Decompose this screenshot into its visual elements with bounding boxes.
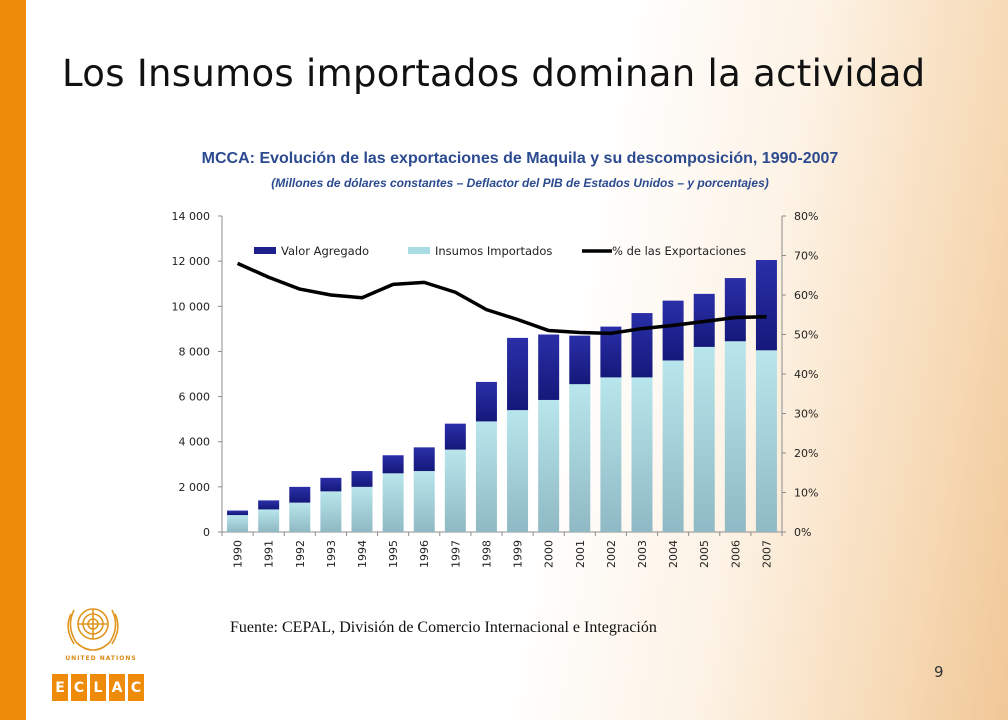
bar-insumos-importados [600, 377, 622, 532]
y-right-tick-label: 50% [794, 329, 818, 342]
y-left-tick-label: 6 000 [179, 391, 211, 404]
y-right-tick-label: 40% [794, 368, 818, 381]
x-tick-label: 2005 [698, 540, 711, 568]
y-left-tick-label: 10 000 [172, 300, 211, 313]
bar-insumos-importados [351, 486, 373, 532]
source-note: Fuente: CEPAL, División de Comercio Inte… [230, 619, 657, 636]
bar-valor-agregado [724, 278, 746, 342]
bar-valor-agregado [382, 455, 404, 474]
y-left-tick-label: 4 000 [179, 436, 211, 449]
y-right-tick-label: 30% [794, 408, 818, 421]
bar-insumos-importados [320, 491, 342, 532]
x-tick-label: 2006 [729, 540, 742, 568]
bar-insumos-importados [755, 350, 777, 532]
bar-valor-agregado [662, 300, 684, 361]
bar-insumos-importados [444, 449, 466, 532]
page-number: 9 [934, 663, 944, 681]
x-tick-label: 2001 [574, 540, 587, 568]
x-tick-label: 1991 [263, 540, 276, 568]
bar-valor-agregado [475, 381, 497, 422]
eclac-letter: C [71, 674, 87, 701]
x-tick-label: 1998 [480, 540, 493, 568]
y-left-tick-label: 0 [203, 526, 210, 539]
bar-insumos-importados [382, 473, 404, 532]
y-right-tick-label: 80% [794, 210, 818, 223]
eclac-letter: E [52, 674, 68, 701]
x-tick-label: 1993 [325, 540, 338, 568]
united-nations-label: UNITED NATIONS [65, 655, 137, 662]
bar-insumos-importados [569, 384, 591, 532]
y-left-tick-label: 12 000 [172, 255, 211, 268]
y-right-tick-label: 60% [794, 289, 818, 302]
x-tick-label: 2002 [605, 540, 618, 568]
bar-insumos-importados [475, 421, 497, 532]
eclac-logo: E C L A C [52, 674, 144, 701]
bar-valor-agregado [755, 260, 777, 351]
y-right-tick-label: 10% [794, 487, 818, 500]
x-tick-label: 1999 [512, 540, 525, 568]
legend-insumos-importados-swatch [408, 247, 430, 254]
bar-valor-agregado [631, 313, 653, 378]
x-tick-label: 2003 [636, 540, 649, 568]
left-accent-bar [0, 0, 26, 720]
eclac-letter: A [109, 674, 125, 701]
bar-valor-agregado [413, 447, 435, 472]
x-tick-label: 1990 [232, 540, 245, 568]
legend-valor-agregado-swatch [254, 247, 276, 254]
x-tick-label: 2004 [667, 540, 680, 568]
x-tick-label: 2007 [760, 540, 773, 568]
bar-valor-agregado [351, 471, 373, 487]
bar-valor-agregado [320, 477, 342, 492]
bar-insumos-importados [662, 360, 684, 532]
bar-insumos-importados [631, 377, 653, 532]
eclac-letter: L [90, 674, 106, 701]
bar-insumos-importados [289, 502, 311, 532]
x-tick-label: 1994 [356, 540, 369, 568]
x-tick-label: 1995 [387, 540, 400, 568]
x-tick-label: 1996 [418, 540, 431, 568]
bar-insumos-importados [258, 509, 280, 532]
bar-insumos-importados [724, 341, 746, 532]
united-nations-emblem-icon [67, 608, 119, 651]
bar-valor-agregado [569, 335, 591, 385]
bar-insumos-importados [693, 346, 715, 532]
eclac-letter: C [128, 674, 144, 701]
bar-insumos-importados [507, 410, 529, 532]
bar-valor-agregado [538, 334, 560, 400]
bar-valor-agregado [444, 423, 466, 450]
y-right-tick-label: 20% [794, 447, 818, 460]
slide-title: Los Insumos importados dominan la activi… [62, 52, 926, 95]
bar-insumos-importados [538, 399, 560, 532]
series-line-porcentaje-exportaciones [236, 261, 767, 336]
legend-valor-agregado-label: Valor Agregado [281, 244, 369, 258]
bar-valor-agregado [258, 500, 280, 510]
y-right-tick-label: 70% [794, 250, 818, 263]
chart-title: MCCA: Evolución de las exportaciones de … [201, 150, 839, 167]
x-tick-label: 2000 [543, 540, 556, 568]
y-left-tick-label: 8 000 [179, 345, 211, 358]
bar-insumos-importados [413, 471, 435, 532]
bar-valor-agregado [227, 510, 249, 516]
bar-valor-agregado [507, 337, 529, 411]
legend-insumos-importados-label: Insumos Importados [435, 244, 552, 258]
y-left-tick-label: 2 000 [179, 481, 211, 494]
y-left-tick-label: 14 000 [172, 210, 211, 223]
bar-valor-agregado [289, 486, 311, 503]
bar-valor-agregado [600, 326, 622, 378]
bar-insumos-importados [227, 515, 249, 532]
chart-subtitle: (Millones de dólares constantes – Deflac… [271, 176, 769, 190]
x-tick-label: 1997 [449, 540, 462, 568]
legend-porcentaje-exportaciones-label: % de las Exportaciones [612, 244, 746, 258]
x-tick-label: 1992 [294, 540, 307, 568]
y-right-tick-label: 0% [794, 526, 811, 539]
